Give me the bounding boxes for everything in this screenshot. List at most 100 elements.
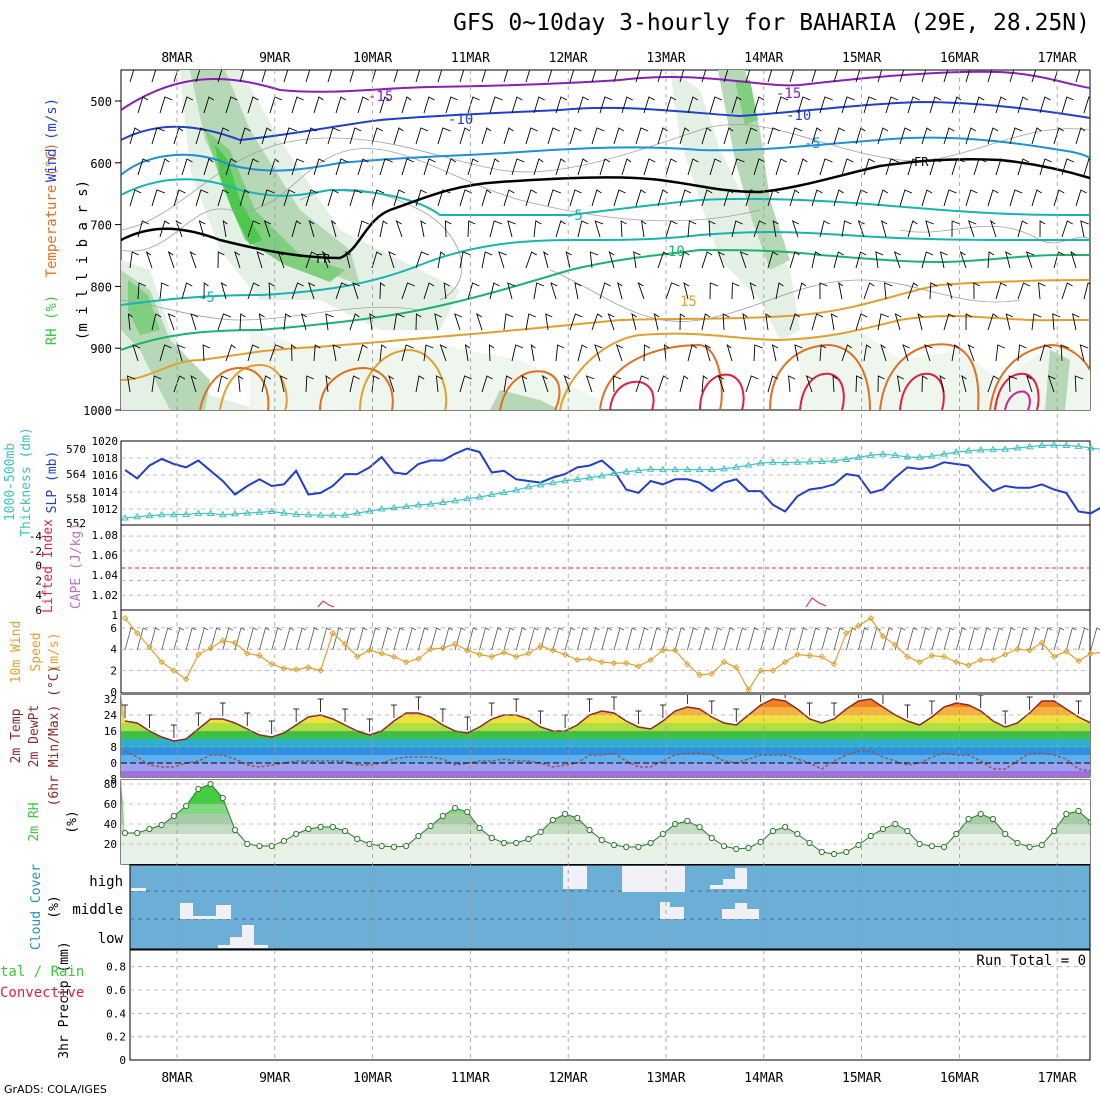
wind-barb <box>819 96 833 114</box>
wind-barb <box>797 282 807 300</box>
wind-point <box>464 647 471 654</box>
wind-barb <box>203 158 214 176</box>
rh-point <box>341 827 349 835</box>
wind-point <box>451 640 459 648</box>
wind-barb <box>234 250 241 269</box>
thickness-point <box>170 510 178 518</box>
wind-barb <box>393 70 399 83</box>
wind-barb <box>503 70 509 83</box>
wind-barb <box>679 375 689 393</box>
wind-barb <box>833 127 846 145</box>
wind-barb <box>545 313 553 331</box>
pressure-tick-label: 700 <box>90 219 112 233</box>
wind-barb <box>973 158 987 176</box>
thickness-point <box>964 446 973 454</box>
rh-point <box>843 848 850 856</box>
wind-barb <box>434 313 442 331</box>
wind-barb <box>327 127 341 145</box>
wind-barb <box>533 96 545 114</box>
wind-point <box>794 651 801 658</box>
rh-point <box>219 794 226 802</box>
rh-point <box>659 830 667 838</box>
svg-text:-5: -5 <box>566 208 583 224</box>
wind-barb <box>687 96 699 114</box>
bottom-date-label: 14MAR <box>744 1071 783 1086</box>
wind-barb <box>237 375 244 393</box>
wind-barb <box>650 627 661 651</box>
credit: GrADS: COLA/IGES <box>4 1083 107 1096</box>
wind-point <box>879 633 887 640</box>
wind-barb <box>1083 282 1090 300</box>
wind-barb <box>256 251 264 269</box>
wind-barb <box>459 189 472 207</box>
wind-barb <box>723 627 735 651</box>
rh-point <box>464 808 471 816</box>
wind-barb <box>308 220 315 238</box>
wind-barb <box>525 70 531 83</box>
wind-barb <box>189 251 197 269</box>
wind-barb <box>225 96 238 114</box>
wind-barb <box>247 282 260 300</box>
thickness-point <box>304 510 313 518</box>
thickness-point <box>500 488 508 496</box>
top-date-label: 14MAR <box>744 51 783 66</box>
wind-barb <box>371 375 380 393</box>
wind-barb <box>129 189 142 207</box>
wind-barb <box>198 220 206 238</box>
wind-barb <box>1070 250 1077 269</box>
wind-barb <box>202 344 211 362</box>
temp-tick-label: 16 <box>104 725 117 738</box>
wind-barb <box>283 627 295 651</box>
rh-panel-unit: (%) <box>65 810 80 833</box>
wind-barb <box>423 344 434 362</box>
wind-barb <box>543 250 549 269</box>
wind-point <box>390 653 398 660</box>
wind-barb <box>291 158 305 176</box>
rh-point <box>953 830 960 838</box>
wind-barb <box>423 282 435 300</box>
bottom-date-label: 16MAR <box>940 1071 979 1086</box>
wind-barb <box>819 220 830 238</box>
wind-barb <box>943 313 955 331</box>
wind-barb <box>1005 313 1014 331</box>
wind-barb <box>356 627 368 651</box>
temp-area-mask <box>121 695 1090 741</box>
wind-barb <box>423 158 436 176</box>
wind-point <box>134 629 141 637</box>
wind-barb <box>345 250 351 269</box>
wind-barb <box>995 158 1007 176</box>
wind-barb <box>149 627 160 651</box>
wind-barb <box>617 281 623 300</box>
wind-barb <box>467 282 480 300</box>
wind-barb <box>220 282 227 300</box>
thickness-point <box>524 482 533 490</box>
wind-barb <box>217 375 229 393</box>
wind-barb <box>217 127 230 145</box>
wind-barb <box>819 282 828 300</box>
temp-color-band <box>121 747 1090 755</box>
wind-barb <box>313 344 321 362</box>
wind-point <box>916 658 923 666</box>
top-date-label: 13MAR <box>646 51 685 66</box>
slp-tick-label: 1014 <box>92 486 119 499</box>
wind-barb <box>995 96 1007 114</box>
wind-barb <box>555 96 568 114</box>
wind-barb <box>225 344 236 362</box>
rh-tick-label: 60 <box>104 798 117 811</box>
wind-barb <box>1025 374 1033 393</box>
wind-barb <box>388 251 396 269</box>
wind-barb <box>701 375 708 393</box>
wind-barb <box>631 312 637 331</box>
wind-barb <box>185 627 197 651</box>
cloud-level-low: low <box>98 931 124 947</box>
wind-barb <box>701 313 711 331</box>
wind-barb <box>1009 127 1023 145</box>
slp-tick-label: 1012 <box>92 503 119 516</box>
wind-barb <box>709 96 723 114</box>
wind-barb <box>503 627 515 651</box>
wind-barb <box>1047 375 1056 393</box>
wind-barb <box>481 189 492 207</box>
wind-point <box>769 667 777 674</box>
wind-barb <box>332 627 343 651</box>
wind-barb <box>415 313 422 331</box>
